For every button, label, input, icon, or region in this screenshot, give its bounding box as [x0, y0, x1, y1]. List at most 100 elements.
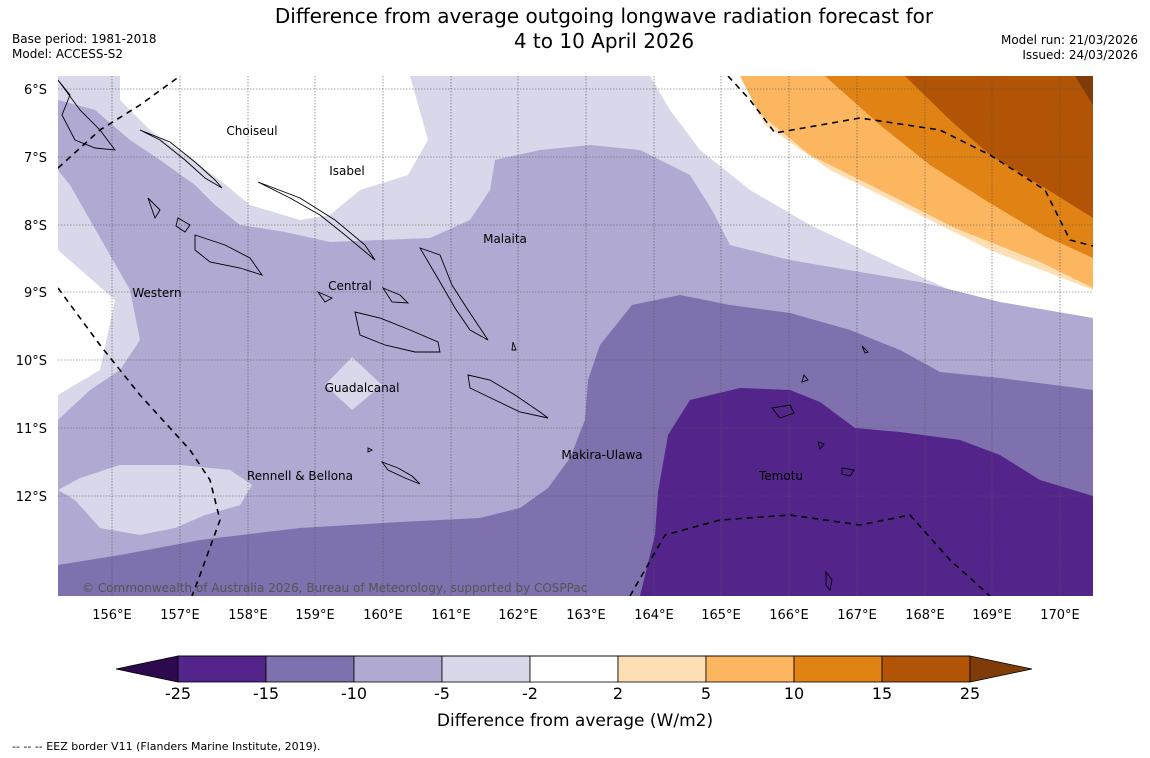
island-utupua — [817, 441, 825, 450]
island-guadalcanal — [354, 311, 441, 353]
lat-tick-7s: 7°S — [24, 151, 47, 166]
region-label-choiseul: Choiseul — [226, 124, 277, 138]
lon-tick-161e: 161°E — [431, 608, 471, 623]
neutral-band-north-east — [650, 76, 1093, 340]
island-choiseul — [139, 129, 223, 189]
island-malaita — [418, 247, 489, 341]
eez-legend: -- -- -- EEZ border V11 (Flanders Marine… — [12, 740, 321, 753]
lat-tick-11s: 11°S — [16, 422, 47, 437]
model-run: Model run: 21/03/2026 — [1000, 33, 1138, 47]
colorbar-tick-label: -15 — [253, 684, 279, 703]
region-label-malaita: Malaita — [483, 232, 527, 246]
lon-tick-158e: 158°E — [228, 608, 268, 623]
region-label-rennell-bellona: Rennell & Bellona — [247, 469, 353, 483]
lon-tick-160e: 160°E — [363, 608, 403, 623]
light-patch-south-west — [58, 465, 252, 535]
region-label-makira-ulawa: Makira-Ulawa — [561, 448, 642, 462]
colorbar-tick-label: 10 — [784, 684, 804, 703]
colorbar-tick-label: -2 — [522, 684, 538, 703]
island-vanikoro — [841, 467, 855, 477]
meta-left: Base period: 1981-2018 Model: ACCESS-S2 — [12, 32, 157, 62]
island-rennell — [380, 461, 421, 485]
colorbar-tick-label: -25 — [165, 684, 191, 703]
lat-tick-6s: 6°S — [24, 83, 47, 98]
lon-tick-166e: 166°E — [769, 608, 809, 623]
lon-tick-168e: 168°E — [905, 608, 945, 623]
title-line-2: 4 to 10 April 2026 — [513, 29, 695, 53]
lon-tick-156e: 156°E — [92, 608, 132, 623]
band-minus25-to-minus15 — [640, 388, 1093, 596]
lat-tick-9s: 9°S — [24, 286, 47, 301]
islands — [58, 79, 869, 592]
colorbar-tick-label: -5 — [434, 684, 450, 703]
lon-tick-169e: 169°E — [972, 608, 1012, 623]
island-bellona — [367, 447, 374, 453]
colorbar-cell — [353, 655, 443, 683]
map-frame: Choiseul Isabel Malaita Western Central … — [58, 76, 1093, 596]
colorbar-ticks: -25 -15 -10 -5 -2 2 5 10 15 25 — [165, 684, 980, 703]
region-label-isabel: Isabel — [329, 164, 364, 178]
colorbar-tick-label: 15 — [872, 684, 892, 703]
lon-tick-159e: 159°E — [295, 608, 335, 623]
colorbar-cell — [881, 655, 971, 683]
island-ulawa — [511, 341, 517, 351]
island-vella-lavella — [147, 197, 161, 220]
gridlines — [58, 76, 1093, 596]
island-bougainville — [58, 79, 116, 151]
colorbar-extend-high — [969, 655, 1033, 683]
meta-right: Model run: 21/03/2026 Issued: 24/03/2026 — [1001, 33, 1138, 63]
island-tikopia — [861, 345, 869, 354]
map-title: Difference from average outgoing longwav… — [200, 4, 1008, 54]
colorbar-tick-label: -10 — [341, 684, 367, 703]
band-15-to-25 — [905, 76, 1093, 218]
title-line-1: Difference from average outgoing longwav… — [274, 4, 934, 28]
colorbar-cell — [441, 655, 531, 683]
lat-tick-8s: 8°S — [24, 219, 47, 234]
lon-tick-157e: 157°E — [160, 608, 200, 623]
lat-tick-12s: 12°S — [16, 490, 47, 505]
region-labels: Choiseul Isabel Malaita Western Central … — [132, 124, 803, 483]
issued-date: Issued: 24/03/2026 — [1022, 48, 1138, 62]
lon-tick-162e: 162°E — [498, 608, 538, 623]
colorbar-cell — [793, 655, 883, 683]
base-period: Base period: 1981-2018 — [12, 32, 157, 46]
island-makira — [467, 374, 549, 419]
colorbar-cell — [617, 655, 707, 683]
colorbar-tick-label: 2 — [613, 684, 623, 703]
lat-tick-10s: 10°S — [16, 354, 47, 369]
colorbar-cells — [115, 655, 1033, 683]
band-above-25 — [1075, 76, 1093, 105]
island-florida — [316, 290, 334, 303]
region-label-guadalcanal: Guadalcanal — [325, 381, 400, 395]
model-name: Model: ACCESS-S2 — [12, 47, 124, 61]
longitude-axis: 156°E 157°E 158°E 159°E 160°E 161°E 162°… — [92, 608, 1080, 623]
latitude-axis: 6°S 7°S 8°S 9°S 10°S 11°S 12°S — [16, 83, 47, 505]
colorbar-tick-label: 25 — [960, 684, 980, 703]
lon-tick-165e: 165°E — [701, 608, 741, 623]
lon-tick-170e: 170°E — [1040, 608, 1080, 623]
lon-tick-163e: 163°E — [566, 608, 606, 623]
region-label-western: Western — [132, 286, 181, 300]
island-santa-cruz — [771, 404, 795, 419]
island-isabel — [257, 181, 376, 261]
lon-tick-164e: 164°E — [634, 608, 674, 623]
island-russell — [381, 287, 410, 304]
colorbar-extend-low — [115, 655, 179, 683]
colorbar-tick-label: 5 — [701, 684, 711, 703]
light-patch-guadalcanal — [325, 357, 382, 410]
colorbar: -25 -15 -10 -5 -2 2 5 10 15 25 Difference from av… — [115, 655, 1033, 731]
colorbar-title: Difference from average (W/m2) — [437, 711, 713, 731]
colorbar-cell — [265, 655, 355, 683]
neutral-area-north — [120, 76, 428, 220]
island-duff — [801, 374, 809, 383]
region-label-temotu: Temotu — [758, 469, 803, 483]
island-vanuatu-north — [825, 570, 833, 592]
eez-borders — [58, 76, 1093, 596]
colorbar-cell — [529, 655, 619, 683]
colorbar-cell — [705, 655, 795, 683]
copyright-notice: © Commonwealth of Australia 2026, Bureau… — [82, 581, 587, 595]
neutral-area-west — [58, 250, 115, 395]
island-kolombangara — [175, 217, 191, 233]
island-new-georgia — [194, 234, 264, 276]
